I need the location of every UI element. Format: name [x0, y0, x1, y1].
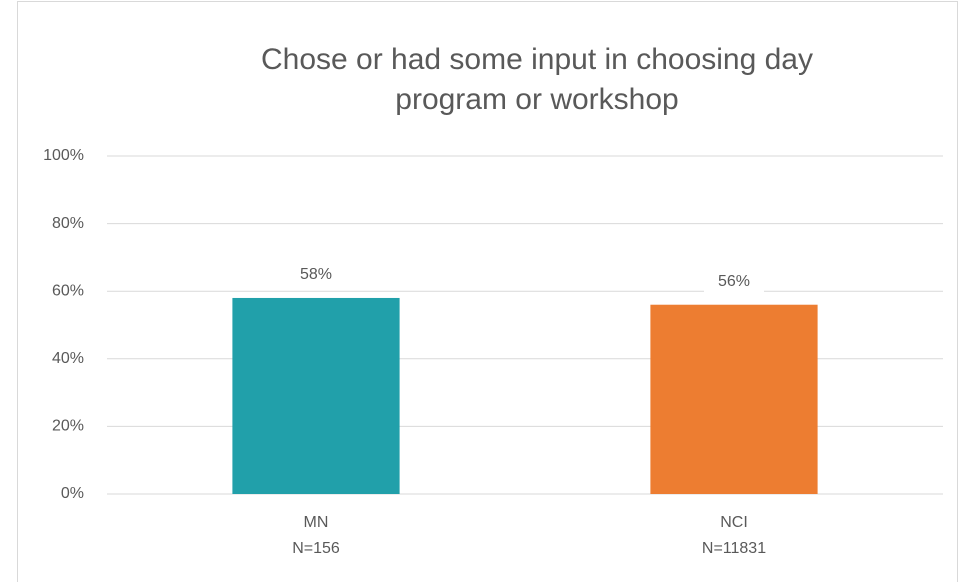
label-background	[704, 268, 764, 293]
bar	[650, 304, 818, 494]
data-label: 56%	[718, 273, 750, 290]
x-tick-note: N=11831	[702, 540, 766, 557]
x-tick-note: N=156	[292, 540, 340, 557]
bar	[232, 297, 400, 494]
data-label: 58%	[300, 266, 332, 283]
x-tick-label: MN	[304, 514, 329, 531]
chart-frame	[17, 1, 958, 582]
y-tick-label: 80%	[52, 215, 84, 232]
chart-title: Chose or had some input in choosing day …	[260, 43, 813, 116]
label-background	[286, 261, 346, 286]
y-tick-label: 100%	[43, 147, 84, 164]
y-tick-label: 20%	[52, 418, 84, 435]
y-tick-label: 60%	[52, 282, 84, 299]
y-tick-label: 40%	[52, 350, 84, 367]
y-tick-label: 0%	[61, 485, 84, 502]
x-tick-label: NCI	[720, 514, 748, 531]
